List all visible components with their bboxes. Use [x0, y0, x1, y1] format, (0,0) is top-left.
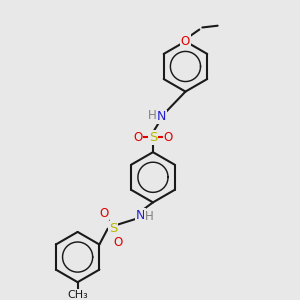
Text: H: H — [148, 109, 157, 122]
Text: S: S — [109, 222, 117, 235]
Text: N: N — [157, 110, 166, 123]
Text: O: O — [133, 131, 142, 144]
Text: O: O — [100, 207, 109, 220]
Text: S: S — [149, 131, 157, 144]
Text: CH₃: CH₃ — [67, 290, 88, 300]
Text: O: O — [181, 35, 190, 48]
Text: O: O — [164, 131, 173, 144]
Text: H: H — [145, 210, 154, 223]
Text: N: N — [136, 208, 145, 222]
Text: O: O — [114, 236, 123, 249]
